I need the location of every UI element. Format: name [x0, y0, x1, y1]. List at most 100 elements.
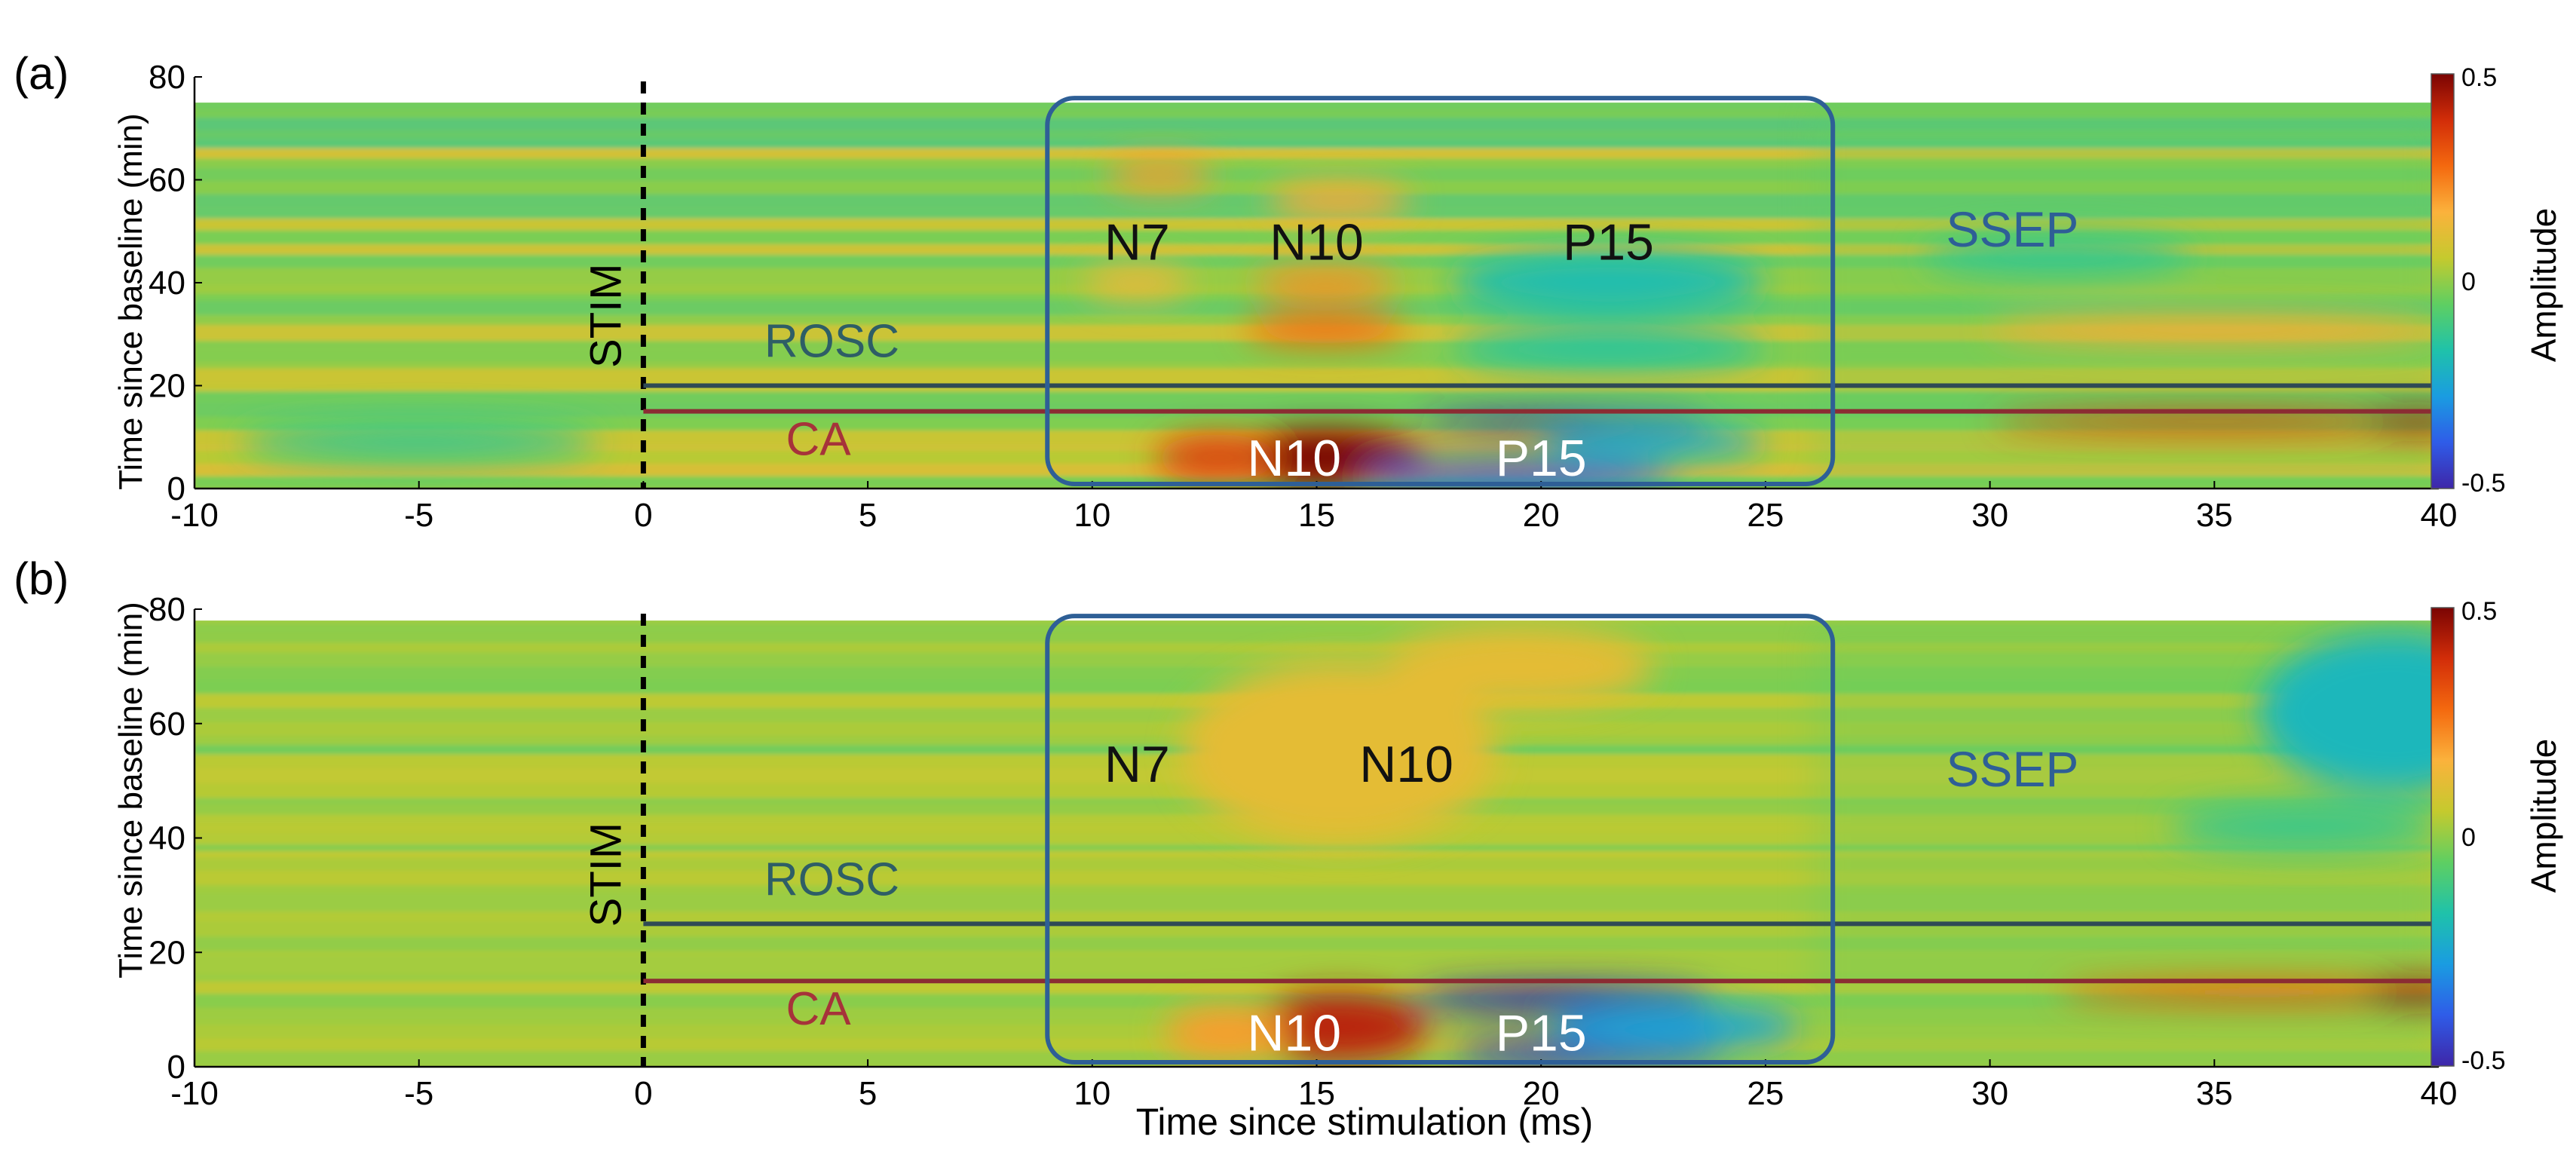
colorbar-label: Amplitude: [2524, 739, 2563, 893]
peak-label: P15: [1563, 213, 1654, 271]
x-tick-label: 20: [1523, 1075, 1560, 1112]
heatmap-blob: [1267, 182, 1411, 219]
x-tick-label: 30: [1971, 497, 2008, 534]
colorbar: 0.5 0 -0.5: [2431, 597, 2506, 1075]
colorbar-gradient: [2431, 73, 2455, 489]
y-tick-label: 0: [167, 1049, 185, 1086]
y-axis-label: Time since baseline (min): [112, 113, 149, 490]
y-tick-label: 20: [149, 934, 185, 971]
x-tick-label: 0: [634, 497, 652, 534]
heatmap-blob: [1362, 461, 1676, 489]
heatmap-row: [195, 362, 2439, 369]
heatmap-row: [195, 130, 2439, 139]
heatmap-blob: [239, 421, 599, 463]
heatmap-row: [195, 950, 2439, 957]
peak-label: P15: [1496, 1004, 1587, 1062]
heatmap-blob: [1155, 434, 1281, 481]
x-tick-label: 25: [1747, 497, 1784, 534]
y-tick-label: 80: [149, 591, 185, 628]
x-tick-label: 35: [2196, 497, 2233, 534]
x-tick-label: 10: [1074, 497, 1110, 534]
y-axis-label: Time since baseline (min): [112, 602, 149, 979]
colorbar-label: Amplitude: [2524, 208, 2563, 363]
stim-label: STIM: [581, 823, 630, 927]
ca-label: CA: [786, 983, 852, 1035]
annotations: STIM ROSC CA SSEP N7 N10 N10 P15: [581, 614, 2439, 1067]
peak-label: P15: [1496, 430, 1587, 487]
peak-label: N10: [1270, 213, 1364, 271]
x-tick-label: 40: [2421, 1075, 2458, 1112]
heatmap-area: [195, 620, 2439, 1067]
ssep-label: SSEP: [1946, 201, 2078, 257]
y-tick-label: 60: [149, 162, 185, 199]
heatmap-blob: [2362, 411, 2439, 432]
x-tick-label: 0: [634, 1075, 652, 1112]
stim-label: STIM: [581, 263, 630, 368]
heatmap-blob: [1989, 411, 2439, 432]
heatmap-blob: [1083, 267, 1191, 299]
annotations: STIM ROSC CA SSEP N7 N10 P15 N10 P15: [581, 81, 2439, 489]
panel-label: (b): [14, 553, 69, 604]
ssep-box: [1045, 614, 1836, 1065]
peak-label: N10: [1247, 430, 1341, 487]
heatmap-row: [195, 620, 2439, 624]
heatmap-blob: [1541, 424, 1766, 461]
x-tick-label: 30: [1971, 1075, 2008, 1112]
heatmap-blob: [2169, 803, 2439, 850]
heatmap-blob: [1989, 316, 2439, 342]
panel-label: (a): [14, 48, 69, 99]
ca-label: CA: [786, 414, 852, 466]
heatmap-blob: [1254, 267, 1398, 299]
heatmap-blob: [1383, 626, 1654, 706]
heatmap-row: [195, 851, 2439, 859]
peak-label: N10: [1247, 1004, 1341, 1062]
ssep-label: SSEP: [1946, 741, 2078, 797]
heatmap-blob: [1249, 992, 1429, 1062]
heatmap-blob: [2362, 981, 2439, 1004]
heatmap-blob: [1451, 329, 1766, 371]
colorbar-tick-label: -0.5: [2461, 469, 2506, 498]
heatmap-area: [195, 103, 2439, 489]
heatmap-row: [195, 623, 2439, 633]
heatmap-blob: [1451, 252, 1766, 314]
colorbar-gradient: [2431, 607, 2455, 1067]
rosc-label: ROSC: [764, 316, 899, 368]
heatmap-blob: [1164, 1006, 1290, 1058]
x-tick-label: 40: [2421, 497, 2458, 534]
heatmap-row: [195, 973, 2439, 982]
x-tick-label: 25: [1747, 1075, 1784, 1112]
x-tick-label: -5: [404, 497, 433, 534]
heatmap-row: [195, 103, 2439, 110]
heatmap-blob: [2057, 981, 2439, 1004]
axes: -10 -5 0 5 10 15 20 25 30 35 40 0 20 40 60 80: [149, 591, 2457, 1112]
heatmap-blob: [1245, 313, 1407, 345]
colorbar-tick-label: 0.5: [2461, 597, 2497, 626]
colorbar-tick-label: 0.5: [2461, 63, 2497, 92]
y-tick-label: 40: [149, 265, 185, 302]
heatmap-row: [195, 884, 2439, 893]
heatmap-row: [195, 340, 2439, 349]
colorbar-tick-label: 0: [2461, 823, 2476, 852]
heatmap-blob: [1181, 660, 1496, 844]
x-tick-label: -10: [170, 497, 219, 534]
x-tick-label: -10: [170, 1075, 219, 1112]
y-tick-label: 0: [167, 470, 185, 507]
peak-label: N7: [1104, 736, 1170, 793]
x-tick-label: 15: [1298, 497, 1335, 534]
heatmap-blob: [1550, 1003, 1802, 1050]
colorbar: 0.5 0 -0.5: [2431, 63, 2506, 498]
peak-label: N7: [1104, 213, 1170, 271]
heatmap-blob: [1922, 236, 2192, 278]
heatmap-row: [195, 844, 2439, 852]
ssep-box: [1045, 96, 1836, 486]
x-tick-label: 20: [1523, 497, 1560, 534]
colorbar-tick-label: -0.5: [2461, 1046, 2506, 1075]
y-tick-label: 80: [149, 59, 185, 96]
x-axis-label: Time since stimulation (ms): [1136, 1101, 1594, 1143]
heatmap-row: [195, 109, 2439, 118]
x-tick-label: 5: [859, 497, 877, 534]
y-tick-label: 40: [149, 820, 185, 857]
y-tick-label: 20: [149, 368, 185, 405]
x-tick-label: 5: [859, 1075, 877, 1112]
